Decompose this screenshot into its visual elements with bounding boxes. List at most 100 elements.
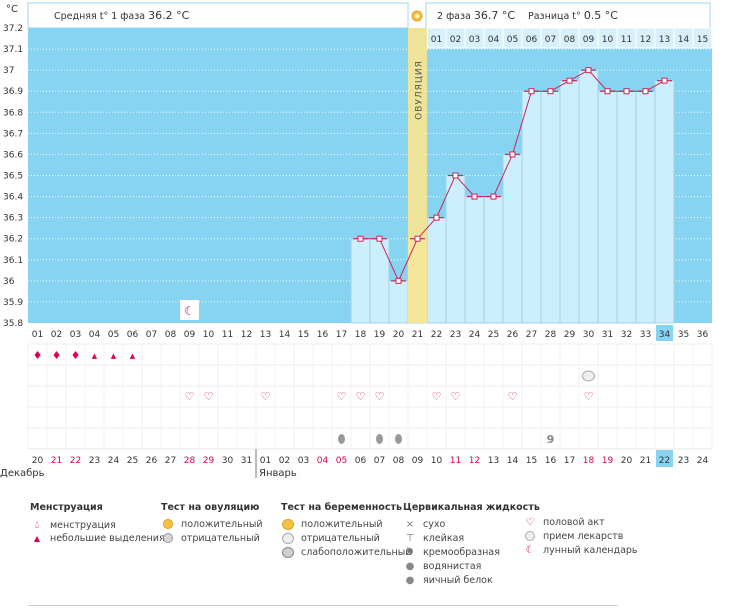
- cycle-day-label: 02: [51, 330, 62, 340]
- temperature-point: [433, 214, 440, 221]
- calendar-date-label: 21: [51, 456, 62, 466]
- moon-cell: [180, 300, 199, 320]
- cycle-day-label: 19: [374, 330, 386, 340]
- temperature-point: [547, 88, 554, 95]
- calendar-date-label: 25: [127, 456, 138, 466]
- cycle-day-label: 33: [640, 330, 651, 340]
- legend-item-dry: × сухо: [403, 518, 540, 532]
- cycle-day-label: 06: [127, 330, 139, 340]
- temperature-bar: [483, 196, 504, 324]
- legend-item-watery: ● водянистая: [403, 560, 540, 574]
- calendar-date-label: 22: [70, 456, 81, 466]
- y-tick-label: 36: [3, 277, 15, 287]
- calendar-date-label: 07: [374, 456, 385, 466]
- sun-negative-icon: [161, 532, 175, 546]
- heavy-drop-icon: ♦: [52, 349, 62, 362]
- legend-item-preg-positive: положительный: [281, 518, 411, 532]
- cycle-day-label: 09: [184, 330, 196, 340]
- legend-item-moon: ☾ лунный календарь: [523, 544, 638, 558]
- cycle-day-label: 30: [583, 330, 595, 340]
- phase2-day-label: 03: [469, 35, 480, 45]
- y-tick-label: 36.1: [3, 256, 23, 266]
- temperature-point: [566, 77, 573, 84]
- legend-item-spotting: ▲ небольшие выделения: [30, 532, 165, 546]
- calendar-date-label: 29: [203, 456, 215, 466]
- unit-label: °C: [6, 4, 18, 15]
- calendar-date-label: 28: [184, 456, 196, 466]
- phase2-day-label: 11: [621, 35, 632, 45]
- temperature-bar: [502, 153, 523, 324]
- cycle-day-label: 03: [70, 330, 81, 340]
- legend-item-creamy: 9 кремообразная: [403, 546, 540, 560]
- cycle-day-label: 32: [621, 330, 632, 340]
- watery-drop-icon: ●: [405, 561, 415, 572]
- calendar-date-label: 17: [564, 456, 575, 466]
- calendar-date-label: 23: [89, 456, 100, 466]
- phase2-day-label: 07: [545, 35, 556, 45]
- cycle-day-label: 14: [279, 330, 291, 340]
- legend-item-eggwhite: ● яичный белок: [403, 574, 540, 588]
- cycle-day-label: 16: [317, 330, 329, 340]
- cycle-day-label: 13: [260, 330, 271, 340]
- calendar-date-label: 19: [602, 456, 614, 466]
- calendar-date-label: 04: [317, 456, 329, 466]
- calendar-date-label: 23: [678, 456, 689, 466]
- y-tick-label: 36.3: [3, 214, 23, 224]
- y-tick-label: 35.9: [3, 298, 23, 308]
- y-tick-label: 36.4: [3, 193, 23, 203]
- phase2-day-label: 13: [659, 35, 670, 45]
- calendar-date-label: 12: [469, 456, 480, 466]
- light-drop-icon: ▲: [33, 534, 41, 543]
- temperature-point: [471, 193, 478, 200]
- light-drop-icon: ▲: [130, 352, 136, 360]
- legend-item-ovul-negative: отрицательный: [161, 532, 263, 546]
- heart-icon: ♡: [451, 390, 461, 403]
- heart-icon: ♡: [525, 517, 535, 528]
- temperature-point: [642, 88, 649, 95]
- ovulation-label: ОВУЛЯЦИЯ: [415, 60, 425, 120]
- moon-icon: ☾: [525, 545, 535, 556]
- calendar-date-label: 14: [507, 456, 519, 466]
- cycle-day-label: 23: [450, 330, 461, 340]
- legend-other: ♡ половой акт прием лекарств ☾ лунный кале…: [523, 516, 638, 558]
- temperature-bar: [540, 90, 561, 324]
- test-positive-icon: [281, 518, 295, 532]
- temperature-bar: [597, 90, 618, 324]
- cycle-day-label: 10: [203, 330, 215, 340]
- temperature-bar: [521, 90, 542, 324]
- legend-item-sticky: ⊤ клейкая: [403, 532, 540, 546]
- temperature-bar: [464, 196, 485, 324]
- legend-pregnancy-test: Тест на беременность положительный отриц…: [281, 502, 411, 560]
- temperature-bar: [578, 69, 599, 324]
- heart-icon: ♡: [508, 390, 518, 403]
- y-tick-label: 36.5: [3, 172, 23, 182]
- watery-drop-icon: [395, 434, 402, 444]
- current-day-cell: [656, 325, 673, 341]
- calendar-date-label: 24: [108, 456, 120, 466]
- legend-cervical-title: Цервикальная жидкость: [403, 502, 540, 513]
- calendar-date-label: 31: [241, 456, 252, 466]
- cycle-day-label: 29: [564, 330, 576, 340]
- cycle-day-label: 36: [697, 330, 709, 340]
- cycle-day-label: 01: [32, 330, 43, 340]
- legend-item-preg-negative: отрицательный: [281, 532, 411, 546]
- temperature-bar: [388, 280, 409, 324]
- cycle-day-label: 11: [222, 330, 233, 340]
- calendar-date-label: 26: [146, 456, 158, 466]
- bottom-divider: [28, 605, 618, 606]
- temperature-point: [509, 151, 516, 158]
- heavy-drop-icon: ♦: [71, 349, 81, 362]
- watery-drop-icon: [376, 434, 383, 444]
- cycle-day-label: 07: [146, 330, 157, 340]
- cycle-day-label: 18: [355, 330, 367, 340]
- creamy-icon: 9: [406, 547, 414, 558]
- sticky-icon: ⊤: [405, 533, 415, 544]
- heart-icon: ♡: [185, 390, 195, 403]
- calendar-date-label: 13: [488, 456, 499, 466]
- phase1-avg-label: Средняя t° 1 фаза 36.2 °C: [54, 9, 190, 22]
- test-negative-icon: [281, 532, 295, 546]
- heart-icon: ♡: [432, 390, 442, 403]
- calendar-date-label: 10: [431, 456, 443, 466]
- phase2-day-label: 02: [450, 35, 461, 45]
